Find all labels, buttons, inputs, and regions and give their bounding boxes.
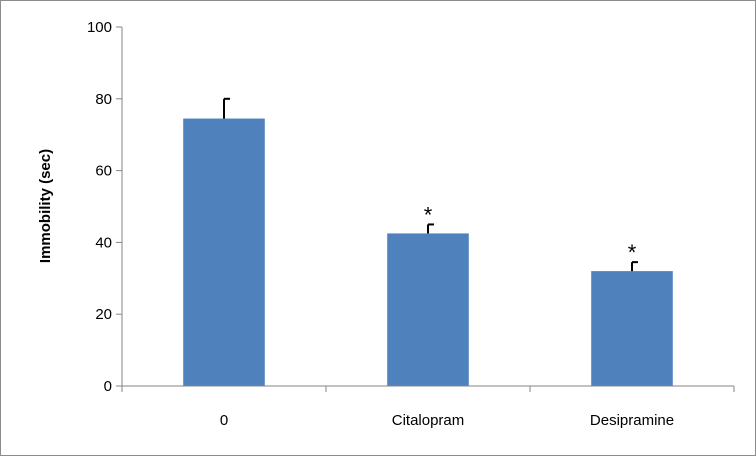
bar xyxy=(387,233,469,386)
x-tick-label: Desipramine xyxy=(590,412,674,429)
y-tick-label: 80 xyxy=(95,91,112,108)
y-tick-label: 40 xyxy=(95,234,112,251)
bar xyxy=(183,118,265,387)
y-tick-label: 0 xyxy=(104,378,112,395)
y-tick-label: 100 xyxy=(87,19,112,36)
significance-marker: * xyxy=(424,202,433,227)
x-tick-label: Citalopram xyxy=(392,412,465,429)
x-tick-label: 0 xyxy=(220,412,228,429)
y-tick-label: 20 xyxy=(95,306,112,323)
y-axis-title: Immobility (sec) xyxy=(37,149,54,263)
bar xyxy=(591,271,673,386)
significance-marker: * xyxy=(628,240,637,265)
y-tick-label: 60 xyxy=(95,163,112,180)
